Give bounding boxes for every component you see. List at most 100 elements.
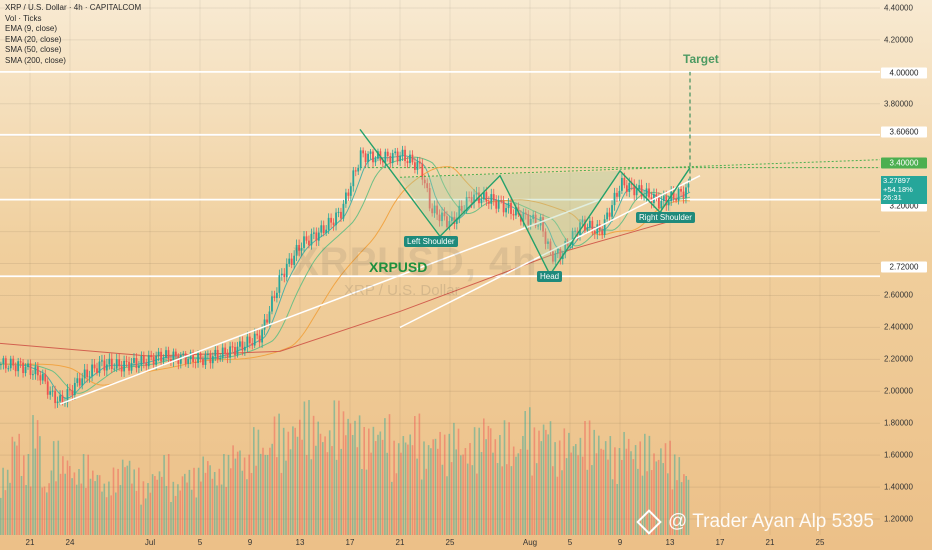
candle-body — [51, 390, 54, 392]
candle-body — [147, 354, 150, 367]
candle-body — [29, 363, 32, 375]
current-change: +54.18% — [883, 184, 913, 194]
volume-bar — [547, 434, 549, 535]
volume-bar — [32, 415, 34, 535]
volume-bar — [232, 445, 234, 535]
bar-countdown: 26:31 — [883, 193, 902, 202]
volume-bar — [243, 457, 246, 535]
volume-bar — [246, 479, 248, 535]
volume-bar — [572, 446, 575, 535]
candle-body — [682, 191, 685, 198]
volume-bar — [515, 456, 517, 535]
candle-body — [667, 201, 670, 206]
volume-bar — [545, 429, 547, 535]
volume-bar — [282, 427, 285, 535]
candle-body — [155, 355, 158, 365]
candle-body — [184, 353, 187, 364]
candle-body — [320, 225, 323, 233]
candle-body — [655, 194, 658, 198]
price-tick: 1.40000 — [884, 482, 913, 492]
volume-bar — [156, 479, 158, 535]
volume-bar — [427, 445, 430, 535]
volume-bar — [395, 473, 398, 535]
candle-body — [88, 376, 91, 378]
volume-bar — [607, 459, 609, 535]
volume-bar — [377, 434, 379, 535]
candle-body — [450, 216, 453, 222]
volume-bar — [517, 453, 520, 535]
candle-body — [409, 154, 411, 164]
candle-body — [98, 361, 101, 374]
volume-bar — [441, 464, 444, 535]
volume-bar — [144, 498, 147, 535]
candle-body — [470, 197, 473, 203]
volume-bar — [630, 451, 632, 535]
candle-body — [431, 208, 434, 214]
candle-body — [276, 292, 278, 298]
time-tick: 5 — [567, 538, 573, 547]
volume-bar — [549, 421, 552, 535]
candle-body — [123, 360, 126, 372]
volume-bar — [478, 427, 480, 535]
volume-bar — [593, 429, 595, 535]
volume-bar — [289, 449, 292, 535]
volume-bar — [9, 482, 11, 535]
volume-bar — [529, 407, 531, 535]
volume-bar — [381, 439, 384, 535]
volume-bar — [241, 470, 244, 535]
candle-body — [241, 341, 244, 351]
volume-bar — [57, 440, 60, 535]
candle-body — [110, 358, 113, 369]
candle-body — [224, 347, 227, 354]
volume-bar — [292, 426, 294, 535]
volume-bar — [598, 435, 600, 535]
volume-bar — [223, 454, 225, 535]
neckline — [399, 159, 881, 178]
volume-bar — [257, 429, 260, 535]
candle-body — [332, 222, 335, 226]
volume-bar — [41, 487, 43, 535]
volume-bar — [432, 439, 434, 535]
volume-bar — [147, 483, 149, 535]
volume-bar — [492, 452, 494, 535]
candle-body — [386, 151, 389, 157]
candle-body — [677, 188, 680, 201]
volume-bar — [151, 474, 154, 535]
volume-bar — [386, 452, 388, 535]
volume-bar — [262, 447, 264, 535]
volume-bar — [655, 461, 658, 535]
candle-body — [2, 358, 5, 365]
volume-bar — [552, 466, 554, 535]
candle-body — [625, 185, 628, 192]
volume-bar — [108, 481, 110, 535]
volume-bar — [25, 485, 27, 535]
volume-bar — [75, 484, 78, 535]
candle-body — [135, 358, 138, 368]
volume-bar — [354, 420, 356, 535]
price-axis[interactable]: 4.40000 4.20000 3.80000 2.60000 2.40000 2.200… — [880, 0, 932, 550]
candle-body — [34, 366, 37, 375]
volume-bar — [34, 448, 37, 535]
volume-bar — [604, 441, 607, 535]
volume-bar — [485, 439, 487, 535]
volume-bar — [388, 414, 391, 535]
candle-body — [46, 381, 49, 395]
volume-bar — [317, 421, 319, 535]
volume-bar — [512, 446, 515, 535]
time-axis[interactable]: 21 24 Jul 5 9 13 17 21 25 Aug 5 9 13 17 21 25 — [0, 535, 880, 550]
volume-bar — [89, 478, 92, 535]
candle-body — [83, 369, 86, 379]
volume-bar — [570, 452, 572, 535]
volume-bar — [671, 489, 674, 535]
candle-body — [662, 196, 665, 201]
volume-bar — [575, 444, 577, 535]
volume-bar — [216, 485, 218, 535]
volume-bar — [662, 463, 664, 535]
candle-body — [539, 217, 542, 226]
volume-bar — [616, 484, 618, 535]
candle-body — [22, 362, 24, 374]
candle-body — [337, 211, 340, 213]
volume-bar — [20, 475, 23, 535]
volume-bar — [310, 459, 313, 535]
